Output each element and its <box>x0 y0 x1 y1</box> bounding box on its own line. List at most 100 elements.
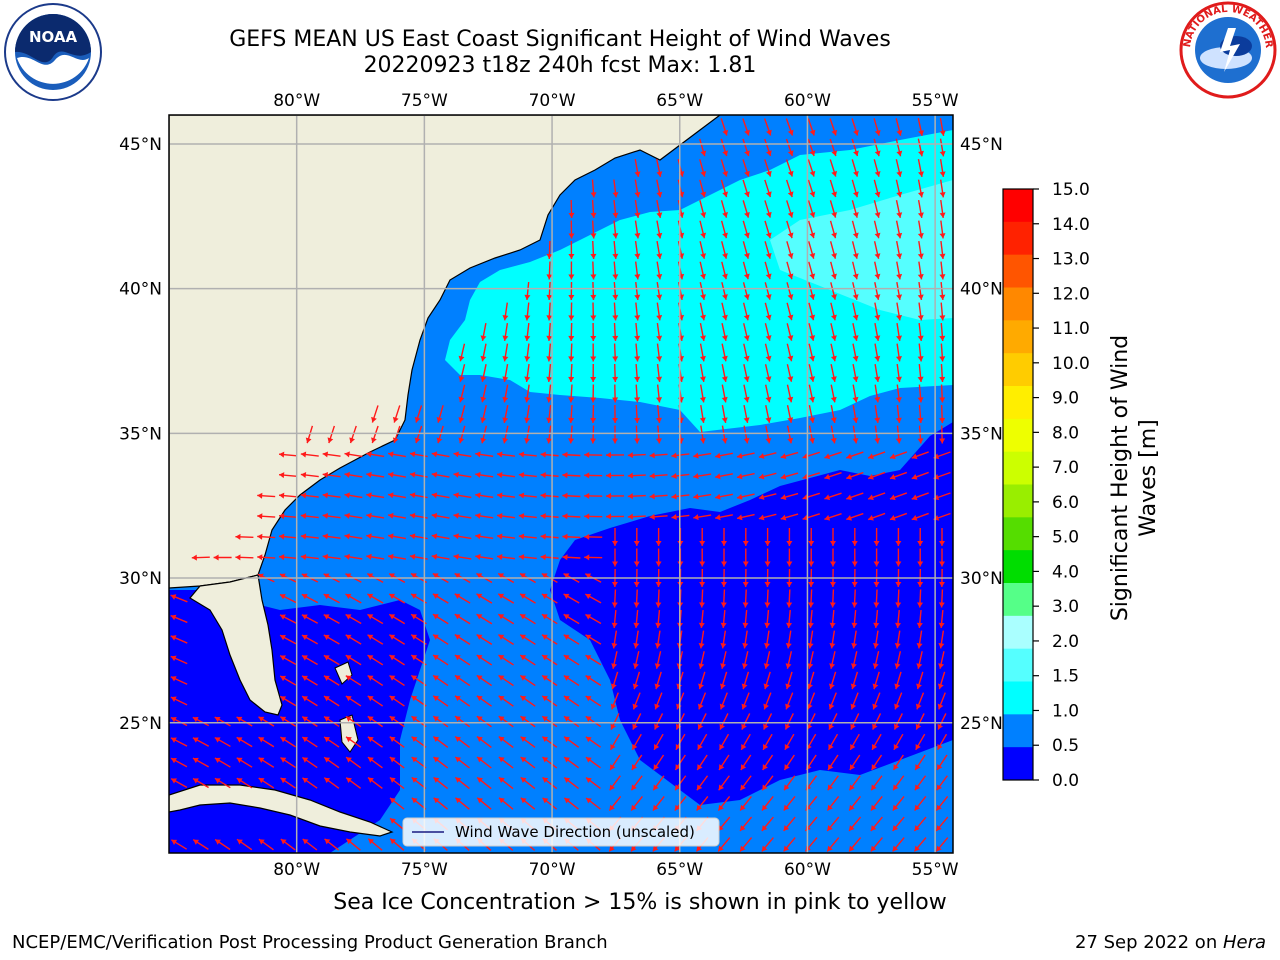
wave-arrow <box>585 675 602 686</box>
wave-arrow <box>302 777 318 789</box>
colorbar-segment <box>1003 747 1033 781</box>
wave-arrow <box>612 384 619 403</box>
wave-arrow <box>742 282 750 300</box>
wave-arrow <box>719 671 728 690</box>
wave-arrow <box>780 513 799 521</box>
wave-arrow <box>453 553 472 560</box>
wave-arrow <box>911 471 929 480</box>
wave-arrow <box>568 363 575 383</box>
wave-arrow <box>300 533 319 540</box>
colorbar-tick-label: 5.0 <box>1052 528 1079 548</box>
wave-arrow <box>546 261 553 280</box>
wave-arrow <box>652 796 665 811</box>
moderate-wave-zone <box>445 130 953 432</box>
wave-arrow <box>808 261 816 280</box>
colorbar-segment <box>1003 254 1033 288</box>
wave-arrow <box>939 179 946 198</box>
wave-arrow <box>720 527 727 547</box>
wave-arrow <box>829 220 837 239</box>
wave-arrow <box>257 513 276 520</box>
wave-arrow <box>524 302 531 321</box>
wave-arrow <box>344 512 363 519</box>
wave-arrow <box>852 343 859 362</box>
wave-arrow <box>520 756 536 769</box>
wave-arrow <box>742 138 750 157</box>
colorbar-segment <box>1003 714 1033 748</box>
wave-arrow <box>590 199 597 219</box>
wave-arrow <box>496 492 516 499</box>
wave-arrow <box>936 733 948 751</box>
wave-arrow <box>191 554 210 561</box>
wave-arrow <box>872 671 880 690</box>
wave-arrow <box>257 533 276 540</box>
wave-arrow <box>761 837 774 852</box>
wave-arrow <box>939 159 946 177</box>
wave-arrow <box>502 405 509 423</box>
highest-wave-patch <box>770 180 953 320</box>
wave-arrow <box>609 775 621 791</box>
wave-arrow <box>720 630 727 649</box>
wave-arrow <box>894 630 901 649</box>
wave-arrow <box>917 384 924 403</box>
wave-arrow <box>742 241 750 259</box>
wave-arrow <box>542 797 558 810</box>
wave-arrow <box>432 715 449 728</box>
wave-arrow <box>301 593 319 604</box>
wave-arrow <box>497 593 515 604</box>
colorbar-tick-label: 0.5 <box>1052 736 1079 756</box>
wave-arrow <box>546 281 553 301</box>
wave-arrow <box>366 533 385 540</box>
wave-arrow <box>896 343 902 362</box>
wave-arrow <box>453 512 472 519</box>
wave-arrow <box>780 451 799 459</box>
colorbar-segment <box>1003 451 1033 485</box>
wave-arrow <box>431 471 450 478</box>
wave-arrow <box>632 713 642 730</box>
wave-arrow <box>476 695 492 707</box>
wave-arrow <box>388 512 406 519</box>
wave-arrow <box>764 548 771 567</box>
wave-arrow <box>568 384 575 403</box>
wave-arrow <box>431 553 450 560</box>
wave-arrow <box>699 179 707 198</box>
wave-arrow <box>236 838 253 851</box>
wave-arrow <box>520 715 536 728</box>
wave-arrow <box>743 323 750 341</box>
wave-arrow <box>870 816 883 832</box>
wave-arrow <box>432 593 449 604</box>
wave-arrow <box>699 282 706 300</box>
wave-arrow <box>699 527 706 547</box>
wave-arrow <box>476 797 492 810</box>
wave-arrow <box>279 654 297 666</box>
wave-arrow <box>852 323 859 341</box>
wave-arrow <box>848 796 861 811</box>
wave-arrow <box>633 609 640 629</box>
wave-arrow <box>786 527 793 547</box>
land-north-america <box>169 115 721 589</box>
wave-arrow <box>830 405 837 423</box>
wave-arrow <box>546 302 553 321</box>
colorbar-tick-label: 3.0 <box>1052 597 1079 617</box>
wave-arrow <box>520 776 536 790</box>
wave-arrow <box>758 472 777 480</box>
wave-arrow <box>301 654 318 666</box>
wave-arrow <box>938 548 945 567</box>
wave-arrow <box>454 736 471 748</box>
wave-arrow <box>874 384 881 403</box>
wave-arrow <box>851 138 859 157</box>
wave-arrow <box>542 776 558 790</box>
wave-arrow <box>739 775 752 791</box>
wave-arrow <box>524 404 531 424</box>
wave-arrow <box>389 674 405 687</box>
wave-arrow <box>366 451 385 458</box>
wave-arrow <box>656 159 663 177</box>
wave-arrow <box>454 593 471 604</box>
wave-arrow <box>696 775 709 791</box>
wave-arrow <box>540 472 559 479</box>
wave-arrow <box>414 405 423 423</box>
wave-arrow <box>279 634 297 645</box>
wave-arrow <box>699 159 707 177</box>
wave-arrow <box>633 630 640 649</box>
colorbar-label-line2: Waves [m] <box>1136 419 1161 537</box>
wave-arrow <box>656 302 663 321</box>
